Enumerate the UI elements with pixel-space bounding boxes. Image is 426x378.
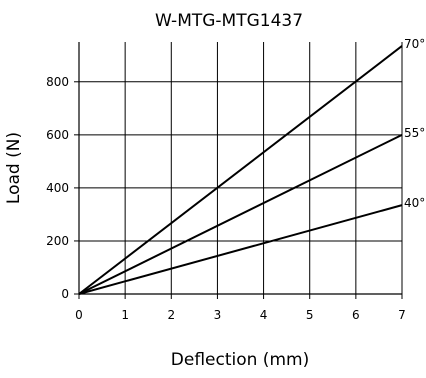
grid [79,42,403,294]
series-labels: 70° 55° 40° [404,37,425,210]
x-tick-label-7: 7 [398,308,406,322]
series-lines [78,45,403,295]
y-tick-label-3: 600 [46,128,69,142]
series-label-2: 40° [404,196,425,210]
y-tick-label-1: 200 [46,234,69,248]
y-tick-label-0: 0 [61,287,69,301]
y-tick-label-4: 800 [46,75,69,89]
chart-title: W-MTG-MTG1437 [155,11,303,31]
x-tick-label-2: 2 [167,308,175,322]
series-line-1 [78,133,403,295]
x-tick-label-5: 5 [306,308,314,322]
axes [74,42,403,299]
x-tick-label-1: 1 [121,308,129,322]
series-label-0: 70° [404,37,425,51]
series-label-1: 55° [404,126,425,140]
series-line-0 [78,45,403,295]
y-axis-label: Load (N) [4,132,24,204]
series-line-2 [78,204,403,295]
x-axis-label: Deflection (mm) [171,350,309,370]
x-tick-label-0: 0 [75,308,83,322]
x-tick-label-3: 3 [214,308,222,322]
y-tick-label-2: 400 [46,181,69,195]
x-tick-label-4: 4 [260,308,268,322]
x-tick-label-6: 6 [352,308,360,322]
tick-labels: 0 1 2 3 4 5 6 7 0 200 400 600 800 [46,75,406,322]
